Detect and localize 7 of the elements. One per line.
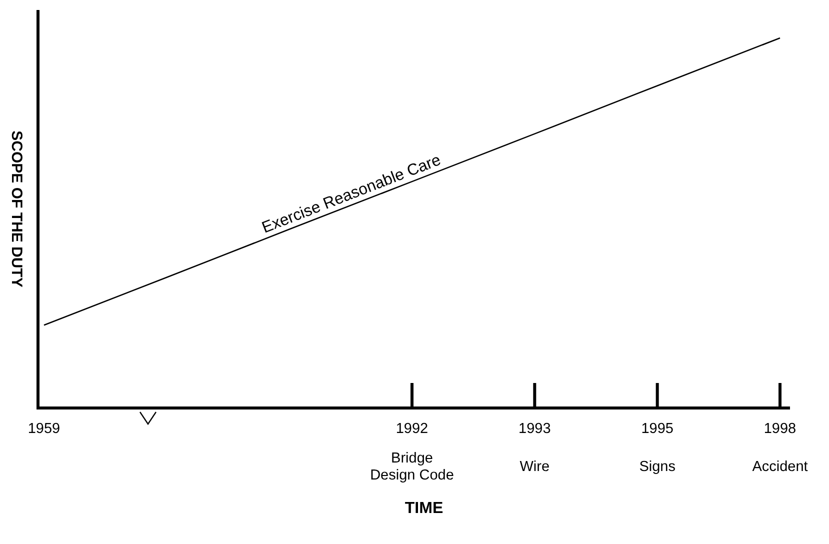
x-tick-label: 1992 Bridge Design Code <box>370 421 454 484</box>
category-label: 1993 Wire <box>518 421 551 475</box>
category-label: 1998 Accident <box>752 421 808 475</box>
x-axis-title: TIME <box>404 500 444 517</box>
y-axis-title: SCOPE OF THE DUTY <box>8 130 25 288</box>
category-label: 1995 Signs <box>639 421 676 475</box>
x-tick-label: 1959 <box>28 421 60 437</box>
